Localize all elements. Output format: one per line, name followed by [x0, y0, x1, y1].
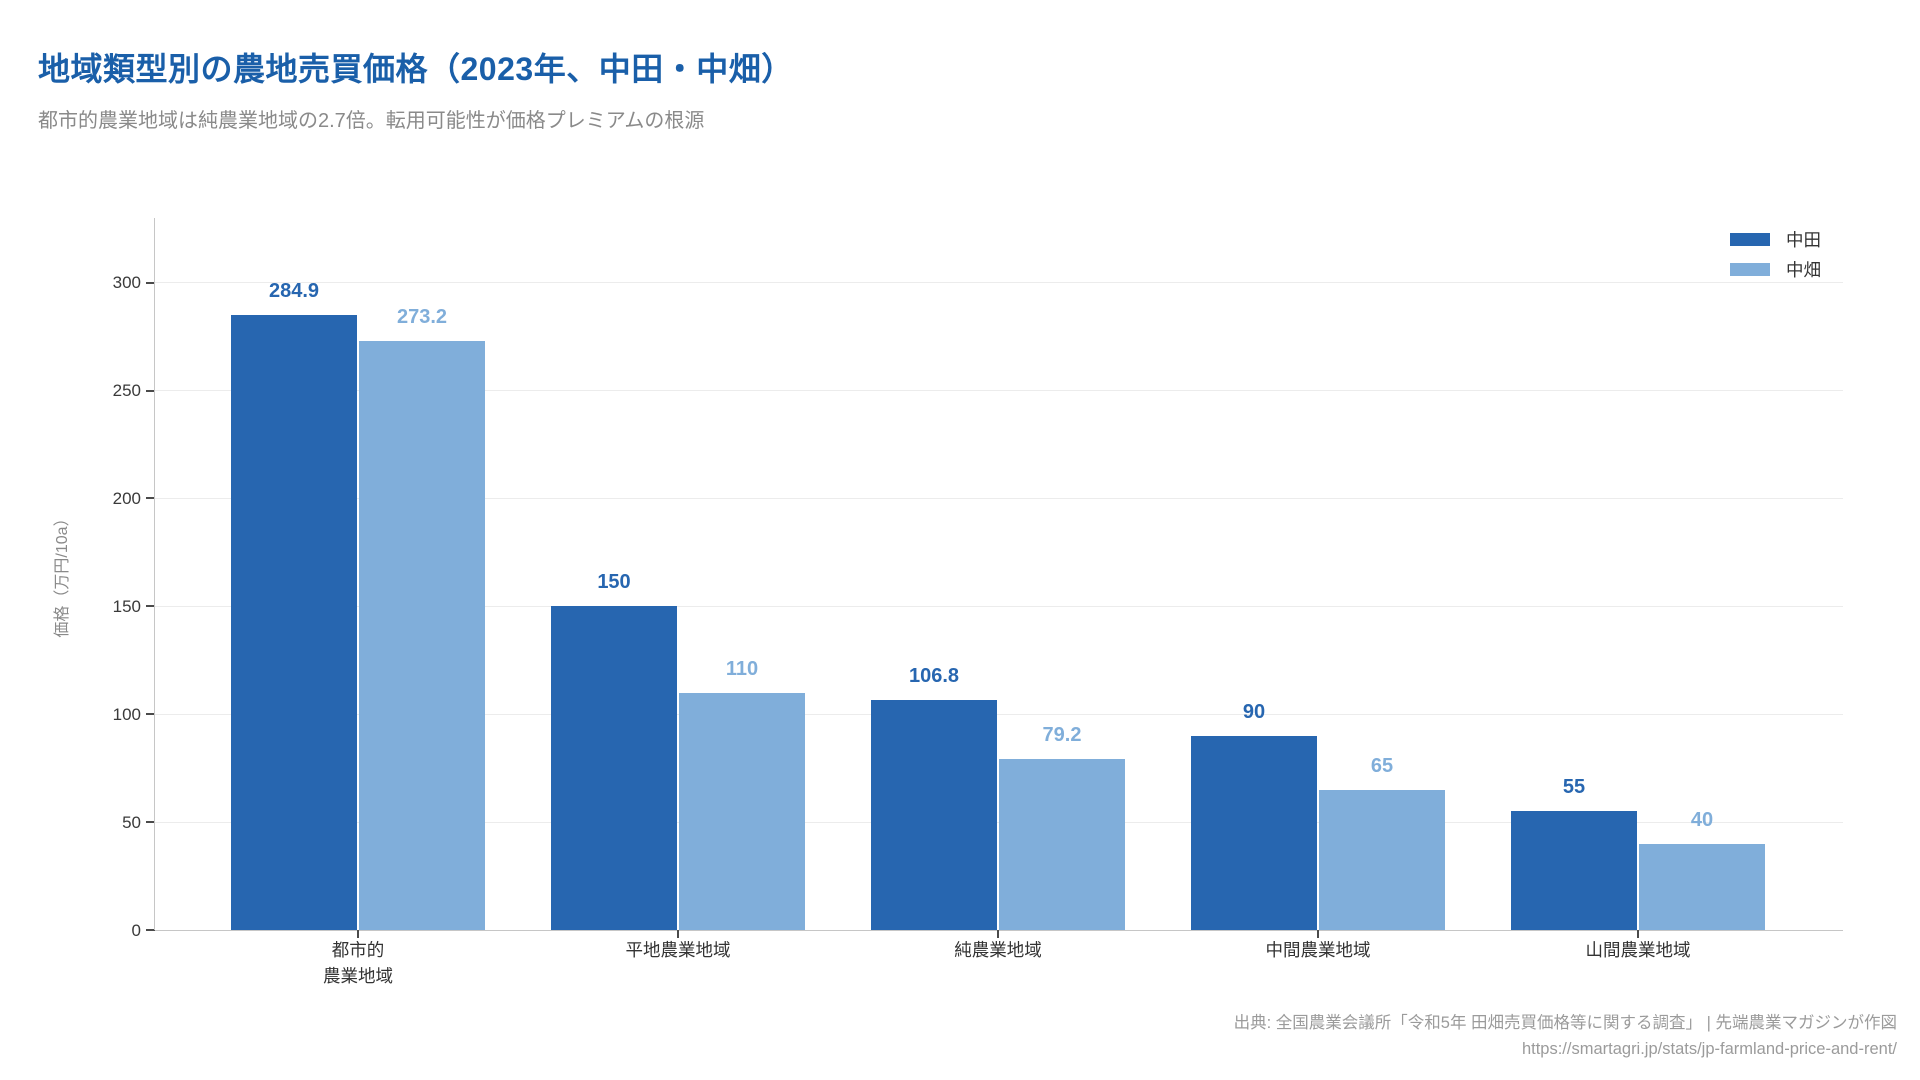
- y-tick-mark: [146, 713, 155, 716]
- bar-s0-c4: [1511, 811, 1637, 930]
- legend-label: 中田: [1786, 230, 1821, 250]
- y-tick-label: 0: [131, 920, 141, 940]
- y-tick-mark: [146, 389, 155, 392]
- legend-item-中田: 中田: [1730, 227, 1821, 252]
- bar-s1-c1: [679, 692, 805, 930]
- y-tick-label: 250: [112, 381, 141, 401]
- bar-s1-c0: [359, 340, 485, 930]
- bar-value-label: 110: [725, 657, 759, 680]
- bar-value-label: 273.2: [396, 305, 448, 328]
- gridline-300: [155, 282, 1843, 284]
- legend-swatch: [1730, 233, 1770, 246]
- bar-s0-c1: [551, 606, 677, 930]
- x-tick-mark: [677, 930, 679, 938]
- x-category-label: 平地農業地域: [625, 940, 731, 960]
- chart-subtitle: 都市的農業地域は純農業地域の2.7倍。転用可能性が価格プレミアムの根源: [38, 110, 705, 132]
- x-category-label: 中間農業地域: [1265, 940, 1371, 960]
- y-tick-label: 300: [112, 273, 141, 293]
- bar-s1-c2: [999, 759, 1125, 930]
- bar-value-label: 55: [1562, 776, 1586, 799]
- y-tick-mark: [146, 821, 155, 824]
- bar-value-label: 79.2: [1042, 724, 1082, 747]
- gridline-200: [155, 497, 1843, 499]
- gridline-100: [155, 713, 1843, 715]
- gridline-150: [155, 605, 1843, 607]
- bar-value-label: 90: [1242, 700, 1266, 723]
- y-axis-title: 価格（万円/10a）: [54, 510, 71, 638]
- x-axis-line: [155, 930, 1843, 931]
- x-tick-mark: [1317, 930, 1319, 938]
- chart-title: 地域類型別の農地売買価格（2023年、中田・中畑）: [38, 51, 794, 87]
- y-tick-label: 50: [122, 812, 141, 832]
- bar-value-label: 65: [1370, 754, 1394, 777]
- bar-value-label: 106.8: [908, 664, 960, 687]
- x-tick-mark: [1637, 930, 1639, 938]
- source-attribution: 出典: 全国農業会議所「令和5年 田畑売買価格等に関する調査」 | 先端農業マガ…: [1233, 1014, 1897, 1032]
- bar-value-label: 284.9: [268, 280, 320, 303]
- legend-swatch: [1730, 263, 1770, 276]
- bar-value-label: 150: [597, 571, 631, 594]
- y-axis-line: [154, 218, 155, 930]
- legend-item-中畑: 中畑: [1730, 257, 1821, 282]
- bar-s0-c0: [231, 315, 357, 930]
- source-footer: 出典: 全国農業会議所「令和5年 田畑売買価格等に関する調査」 | 先端農業マガ…: [1234, 1010, 1897, 1062]
- y-tick-mark: [146, 929, 155, 931]
- x-category-label: 山間農業地域: [1585, 940, 1691, 960]
- x-category-label: 都市的 農業地域: [323, 940, 393, 986]
- bar-s0-c2: [871, 699, 997, 930]
- bar-s1-c3: [1319, 789, 1445, 930]
- bar-s1-c4: [1639, 843, 1765, 930]
- y-tick-mark: [146, 281, 155, 284]
- y-tick-label: 150: [112, 596, 141, 616]
- y-tick-label: 200: [112, 488, 141, 508]
- bar-value-label: 40: [1690, 808, 1714, 831]
- gridline-250: [155, 390, 1843, 392]
- y-tick-mark: [146, 605, 155, 608]
- x-tick-mark: [357, 930, 359, 938]
- y-tick-label: 100: [112, 704, 141, 724]
- x-tick-mark: [997, 930, 999, 938]
- x-category-label: 純農業地域: [954, 940, 1042, 960]
- legend-label: 中畑: [1786, 260, 1821, 280]
- y-tick-mark: [146, 497, 155, 500]
- bar-s0-c3: [1191, 735, 1317, 930]
- source-url: https://smartagri.jp/stats/jp-farmland-p…: [1521, 1040, 1897, 1058]
